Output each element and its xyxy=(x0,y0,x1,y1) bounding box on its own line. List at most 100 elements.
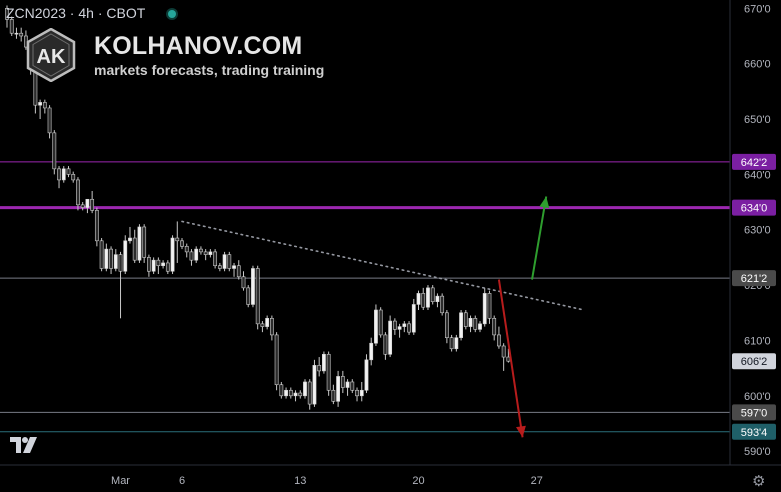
candle xyxy=(123,235,128,275)
candle-body xyxy=(104,248,109,269)
candle xyxy=(265,315,270,330)
candle-body xyxy=(137,226,142,261)
candle-body xyxy=(478,323,482,330)
candle xyxy=(5,5,9,28)
tradingview-logo-icon[interactable] xyxy=(10,436,40,454)
candle xyxy=(9,16,14,36)
candle xyxy=(444,310,449,344)
candle xyxy=(397,323,402,338)
candle-body xyxy=(42,102,47,109)
candle-body xyxy=(388,320,393,355)
candle xyxy=(501,343,506,371)
candle xyxy=(184,243,189,258)
candle xyxy=(80,202,85,211)
candle-body xyxy=(47,107,52,134)
price-level-label: 593'4 xyxy=(741,427,768,439)
candle xyxy=(340,370,345,394)
arrow-head xyxy=(539,196,550,209)
candle xyxy=(416,290,421,310)
candle xyxy=(430,285,435,305)
candle xyxy=(19,27,24,42)
x-tick-label: Mar xyxy=(111,475,130,487)
y-tick-label: 670'0 xyxy=(744,3,771,15)
candle xyxy=(260,321,265,333)
candle xyxy=(175,221,180,263)
candle-body xyxy=(151,259,156,272)
candle xyxy=(326,351,331,396)
candle xyxy=(303,379,307,399)
price-level-badge xyxy=(732,404,776,421)
last-price-label: 606'2 xyxy=(741,356,768,368)
candle xyxy=(194,246,199,263)
candle xyxy=(132,229,137,263)
candle-body xyxy=(156,259,161,267)
candle-body xyxy=(85,198,90,208)
candle xyxy=(383,332,388,360)
price-level-label: 597'0 xyxy=(741,407,768,419)
candle xyxy=(388,315,393,358)
candle xyxy=(322,351,326,374)
candle-body xyxy=(208,251,213,255)
candle xyxy=(165,260,170,275)
candle-body xyxy=(326,353,331,391)
candle-body xyxy=(123,240,128,272)
candle-body xyxy=(497,334,501,347)
candle xyxy=(94,207,99,247)
candle xyxy=(402,321,407,333)
brand-name: KOLHANOV.COM xyxy=(94,32,303,60)
candle-body xyxy=(99,240,104,269)
candle xyxy=(71,171,76,183)
y-tick-label: 630'0 xyxy=(744,225,771,237)
gear-icon[interactable]: ⚙ xyxy=(752,473,766,490)
candle xyxy=(128,226,132,244)
candle xyxy=(142,224,147,263)
candle-body xyxy=(487,293,492,319)
candle-body xyxy=(336,376,341,402)
y-tick-label: 610'0 xyxy=(744,335,771,347)
symbol-header[interactable]: ZCN2023 · 4h · CBOT xyxy=(6,5,146,21)
candle-body xyxy=(213,251,218,267)
candle xyxy=(364,354,369,394)
arrow-shaft xyxy=(531,196,548,280)
candle-body xyxy=(288,389,293,397)
candle xyxy=(38,99,43,120)
candle-body xyxy=(246,287,251,305)
candle xyxy=(241,271,246,291)
candle xyxy=(90,190,95,214)
candle-body xyxy=(269,318,274,336)
candle xyxy=(47,105,52,139)
candle xyxy=(374,304,378,346)
candle-body xyxy=(217,265,222,269)
candle-body xyxy=(440,295,445,314)
candle-body xyxy=(411,304,416,333)
candle xyxy=(203,249,208,261)
candle-body xyxy=(468,318,473,327)
candle xyxy=(293,390,298,402)
candle-body xyxy=(132,237,137,261)
arrow-shaft xyxy=(497,279,524,438)
candle xyxy=(170,235,175,275)
candle-body xyxy=(57,168,61,181)
candle xyxy=(392,318,397,335)
candle-body xyxy=(94,210,99,242)
last-price-badge xyxy=(732,353,776,370)
candle xyxy=(426,285,430,310)
candle xyxy=(478,321,482,333)
candle-body xyxy=(307,381,312,405)
y-tick-label: 640'0 xyxy=(744,169,771,181)
candle xyxy=(345,379,350,396)
candle-body xyxy=(128,237,132,242)
candle-body xyxy=(180,240,184,247)
candle xyxy=(421,287,426,310)
candle-body xyxy=(161,262,165,267)
candle-body xyxy=(113,254,118,269)
candle xyxy=(307,379,312,410)
x-tick-label: 6 xyxy=(179,475,185,487)
candle-body xyxy=(482,293,487,325)
candle-body xyxy=(355,389,359,397)
candle-body xyxy=(345,381,350,388)
candle xyxy=(246,285,251,308)
candle-body xyxy=(194,248,199,261)
candle xyxy=(350,379,355,394)
